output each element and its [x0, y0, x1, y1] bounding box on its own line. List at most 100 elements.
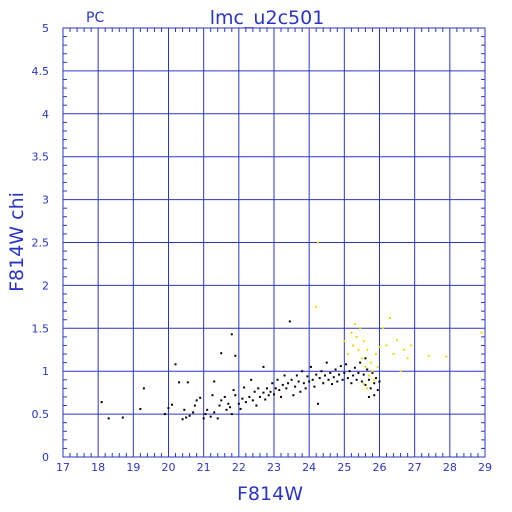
black-data-point — [376, 389, 379, 392]
x-tick-label: 20 — [162, 461, 176, 474]
black-data-point — [366, 368, 369, 371]
black-data-point — [299, 390, 302, 393]
black-data-point — [292, 394, 295, 397]
yellow-point-series — [315, 241, 483, 390]
yellow-data-point — [371, 370, 374, 373]
x-tick-label: 27 — [408, 461, 422, 474]
black-data-point — [174, 363, 177, 366]
black-data-point — [230, 333, 233, 336]
black-data-point — [345, 363, 348, 366]
black-data-point — [309, 365, 312, 368]
black-data-point — [257, 387, 260, 390]
x-tick-label: 19 — [126, 461, 140, 474]
black-data-point — [331, 383, 334, 386]
yellow-data-point — [352, 344, 355, 347]
black-data-point — [343, 371, 346, 374]
black-data-point — [262, 391, 265, 394]
black-data-point — [209, 415, 212, 418]
black-data-point — [306, 375, 309, 378]
y-tick-label: 1.5 — [32, 322, 50, 335]
black-data-point — [192, 411, 195, 414]
black-data-point — [323, 374, 326, 377]
black-data-point — [220, 352, 223, 355]
yellow-data-point — [357, 348, 360, 351]
yellow-data-point — [366, 348, 369, 351]
black-data-point — [346, 377, 349, 380]
yellow-data-point — [427, 354, 430, 357]
black-data-point — [373, 394, 376, 397]
corner-label: PC — [86, 10, 104, 26]
y-tick-label: 1 — [42, 365, 49, 378]
black-data-point — [255, 404, 258, 407]
x-tick-label: 17 — [56, 461, 70, 474]
black-data-point — [367, 378, 370, 381]
black-data-point — [258, 395, 261, 398]
black-data-point — [271, 382, 274, 385]
black-data-point — [213, 411, 216, 414]
black-data-point — [274, 387, 277, 390]
black-data-point — [371, 371, 374, 374]
yellow-data-point — [353, 323, 356, 326]
y-tick-label: 3 — [42, 194, 49, 207]
black-data-point — [360, 380, 363, 383]
black-data-point — [230, 413, 233, 416]
x-tick-label: 24 — [302, 461, 316, 474]
black-data-point — [329, 371, 332, 374]
black-data-point — [288, 320, 291, 323]
black-data-point — [244, 401, 247, 404]
x-tick-label: 23 — [267, 461, 281, 474]
black-data-point — [369, 387, 372, 390]
y-tick-labels: 0 0.5 1 1.5 2 2.5 3 3.5 4 4.5 5 — [32, 22, 50, 464]
yellow-data-point — [445, 355, 448, 358]
yellow-data-point — [399, 370, 402, 373]
black-data-point — [339, 365, 342, 368]
y-tick-label: 2.5 — [32, 237, 50, 250]
black-data-point — [195, 399, 198, 402]
black-data-point — [297, 380, 300, 383]
tick-marks — [63, 28, 485, 457]
black-data-point — [362, 373, 365, 376]
black-data-point — [181, 418, 184, 421]
yellow-data-point — [410, 344, 413, 347]
black-data-point — [308, 380, 311, 383]
black-data-point — [332, 376, 335, 379]
black-data-point — [248, 395, 251, 398]
x-tick-labels: 17 18 19 20 21 22 23 24 25 26 27 28 29 — [56, 461, 492, 474]
black-data-point — [320, 370, 323, 373]
black-data-point — [373, 382, 376, 385]
black-data-point — [188, 414, 191, 417]
black-data-point — [178, 381, 181, 384]
black-data-point — [183, 408, 186, 411]
yellow-data-point — [396, 339, 399, 342]
black-data-point — [336, 380, 339, 383]
black-data-point — [185, 416, 188, 419]
yellow-data-point — [315, 305, 318, 308]
black-data-point — [285, 387, 288, 390]
black-data-point — [186, 381, 189, 384]
black-data-point — [239, 407, 242, 410]
y-tick-label: 5 — [42, 22, 49, 35]
black-data-point — [232, 389, 235, 392]
yellow-data-point — [360, 357, 363, 360]
black-data-point — [367, 395, 370, 398]
black-data-point — [281, 383, 284, 386]
black-point-series — [100, 320, 381, 421]
yellow-data-point — [364, 365, 367, 368]
black-data-point — [287, 382, 290, 385]
black-data-point — [262, 365, 265, 368]
black-data-point — [253, 390, 256, 393]
black-data-point — [302, 382, 305, 385]
y-tick-label: 0.5 — [32, 408, 50, 421]
yellow-data-point — [355, 335, 358, 338]
black-data-point — [234, 394, 237, 397]
black-data-point — [304, 387, 307, 390]
black-data-point — [341, 378, 344, 381]
y-tick-label: 4 — [42, 108, 49, 121]
black-data-point — [295, 374, 298, 377]
black-data-point — [327, 378, 330, 381]
black-data-point — [294, 385, 297, 388]
black-data-point — [278, 389, 281, 392]
black-data-point — [267, 394, 270, 397]
